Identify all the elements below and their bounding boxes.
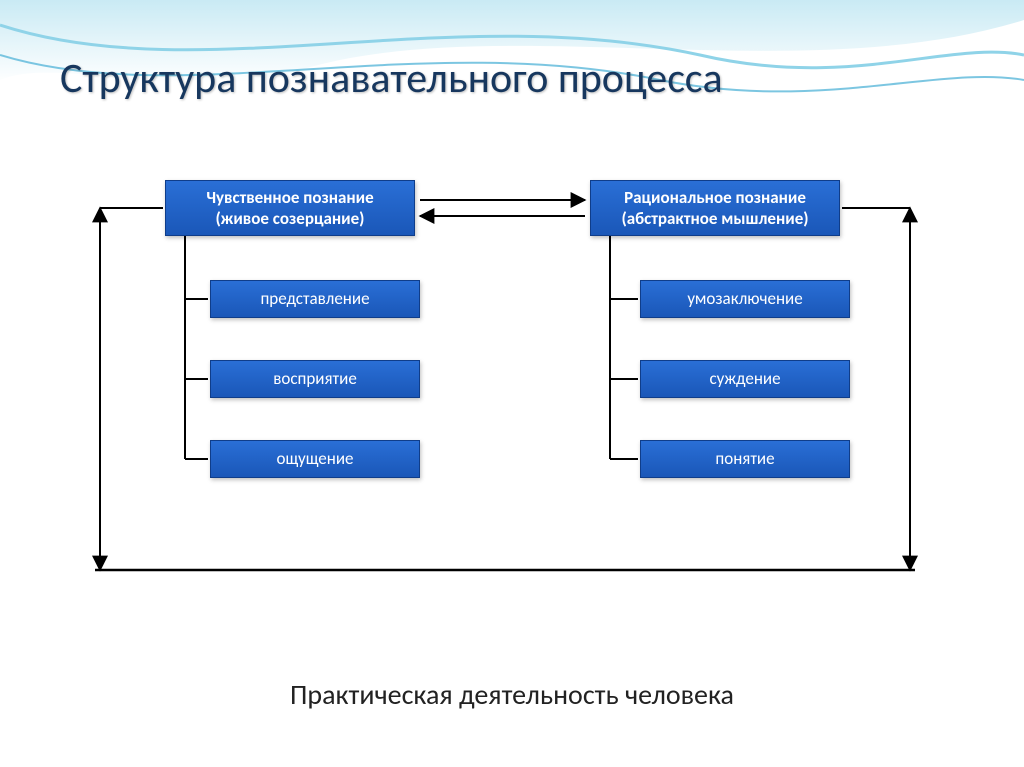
- left-item-1: восприятие: [210, 360, 420, 398]
- footer-caption: Практическая деятельность человека: [0, 677, 1024, 712]
- left-item-1-label: восприятие: [273, 368, 357, 389]
- right-item-2: понятие: [640, 440, 850, 478]
- right-item-1: суждение: [640, 360, 850, 398]
- right-item-2-label: понятие: [715, 448, 774, 469]
- left-item-2: ощущение: [210, 440, 420, 478]
- left-header-box: Чувственное познание (живое созерцание): [165, 180, 415, 236]
- right-header-line1: Рациональное познание: [624, 187, 806, 208]
- right-header-line2: (абстрактное мышление): [621, 208, 808, 229]
- slide-title: Структура познавательного процесса: [60, 55, 820, 103]
- left-item-0-label: представление: [260, 288, 369, 309]
- left-item-0: представление: [210, 280, 420, 318]
- connector-lines: [0, 170, 1024, 730]
- right-header-box: Рациональное познание (абстрактное мышле…: [590, 180, 840, 236]
- diagram-container: Чувственное познание (живое созерцание) …: [0, 170, 1024, 730]
- right-item-0: умозаключение: [640, 280, 850, 318]
- right-item-0-label: умозаключение: [687, 288, 802, 309]
- right-item-1-label: суждение: [709, 368, 780, 389]
- left-item-2-label: ощущение: [276, 448, 353, 469]
- left-header-line2: (живое созерцание): [216, 208, 365, 229]
- left-header-line1: Чувственное познание: [206, 187, 373, 208]
